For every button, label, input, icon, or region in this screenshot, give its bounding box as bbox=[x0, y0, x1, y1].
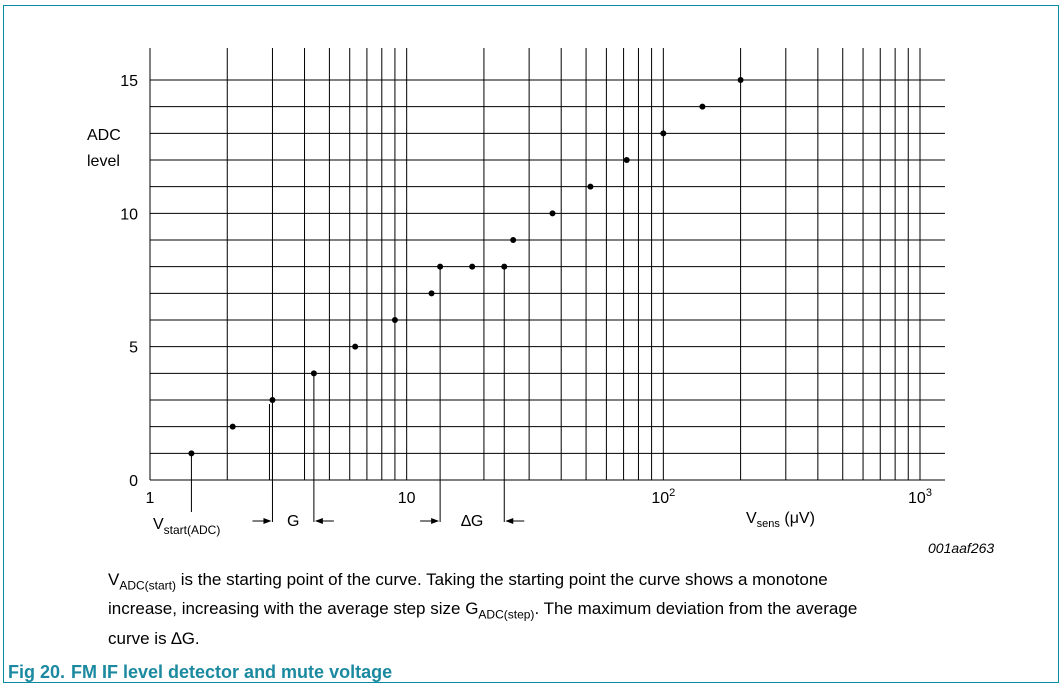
data-point bbox=[352, 343, 359, 350]
data-point bbox=[428, 290, 435, 297]
arrow-head bbox=[314, 518, 323, 524]
data-point bbox=[737, 77, 744, 83]
y-axis-label-line2: level bbox=[87, 153, 120, 170]
data-point bbox=[660, 130, 667, 137]
adc-level-chart: 1 10 102 103 0 5 10 15 Vstart(ADC) G ∆G ADC leve… bbox=[87, 48, 994, 556]
x-tick-label: 103 bbox=[908, 487, 932, 507]
delta-g-label: ∆G bbox=[461, 513, 483, 530]
data-point bbox=[587, 183, 594, 190]
x-axis-label: Vsens (μV) bbox=[746, 510, 815, 530]
figure-caption: VADC(start) is the starting point of the… bbox=[108, 570, 858, 648]
x-tick-label: 102 bbox=[651, 487, 675, 507]
chart-grid bbox=[149, 48, 945, 481]
figure-frame bbox=[3, 5, 1059, 683]
data-point bbox=[510, 237, 517, 243]
g-label: G bbox=[287, 513, 299, 530]
x-tick-label: 10 bbox=[398, 490, 416, 507]
data-point bbox=[623, 157, 630, 163]
figure-code: 001aaf263 bbox=[928, 540, 994, 556]
chart-annotations: Vstart(ADC) G ∆G bbox=[153, 266, 525, 537]
figure-number: Fig 20. bbox=[8, 662, 66, 682]
x-tick-label: 1 bbox=[146, 490, 155, 507]
data-point bbox=[229, 423, 236, 430]
arrow-head bbox=[505, 518, 514, 524]
y-tick-labels: 0 5 10 15 bbox=[120, 73, 138, 490]
data-point bbox=[469, 263, 476, 270]
arrow-head bbox=[431, 518, 440, 524]
data-point bbox=[699, 103, 706, 110]
y-tick-label: 0 bbox=[129, 473, 138, 490]
x-tick-labels: 1 10 102 103 bbox=[146, 487, 932, 507]
y-tick-label: 5 bbox=[129, 340, 138, 357]
figure-title: Fig 20. FM IF level detector and mute vol… bbox=[8, 662, 398, 683]
y-tick-label: 10 bbox=[120, 206, 138, 223]
arrow-head bbox=[263, 518, 272, 524]
vstart-label: Vstart(ADC) bbox=[153, 516, 220, 537]
figure-title-text: FM IF level detector and mute voltage bbox=[71, 662, 393, 682]
data-point bbox=[549, 210, 556, 217]
data-point bbox=[391, 317, 398, 323]
y-tick-label: 15 bbox=[120, 73, 138, 90]
y-axis-label-line1: ADC bbox=[87, 127, 121, 144]
